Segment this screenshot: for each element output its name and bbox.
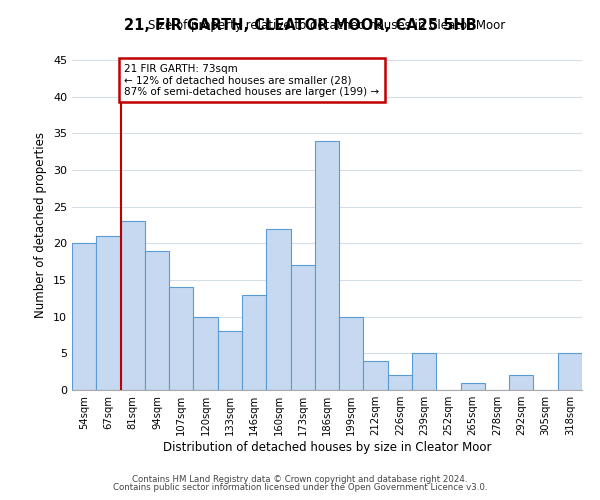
Text: Contains public sector information licensed under the Open Government Licence v3: Contains public sector information licen… xyxy=(113,484,487,492)
Bar xyxy=(193,316,218,390)
Bar xyxy=(388,376,412,390)
Text: 21, FIR GARTH, CLEATOR MOOR, CA25 5HB: 21, FIR GARTH, CLEATOR MOOR, CA25 5HB xyxy=(124,18,476,32)
Y-axis label: Number of detached properties: Number of detached properties xyxy=(34,132,47,318)
Bar xyxy=(461,382,485,390)
Bar xyxy=(558,354,582,390)
Bar xyxy=(121,222,145,390)
Bar xyxy=(509,376,533,390)
Bar xyxy=(266,228,290,390)
Bar xyxy=(145,250,169,390)
Bar xyxy=(339,316,364,390)
Bar xyxy=(412,354,436,390)
Bar xyxy=(315,140,339,390)
Bar xyxy=(290,266,315,390)
Bar xyxy=(96,236,121,390)
Bar xyxy=(169,288,193,390)
X-axis label: Distribution of detached houses by size in Cleator Moor: Distribution of detached houses by size … xyxy=(163,441,491,454)
Bar xyxy=(242,294,266,390)
Bar xyxy=(72,244,96,390)
Bar xyxy=(218,332,242,390)
Text: Contains HM Land Registry data © Crown copyright and database right 2024.: Contains HM Land Registry data © Crown c… xyxy=(132,475,468,484)
Text: 21 FIR GARTH: 73sqm
← 12% of detached houses are smaller (28)
87% of semi-detach: 21 FIR GARTH: 73sqm ← 12% of detached ho… xyxy=(124,64,379,97)
Bar xyxy=(364,360,388,390)
Title: Size of property relative to detached houses in Cleator Moor: Size of property relative to detached ho… xyxy=(148,20,506,32)
